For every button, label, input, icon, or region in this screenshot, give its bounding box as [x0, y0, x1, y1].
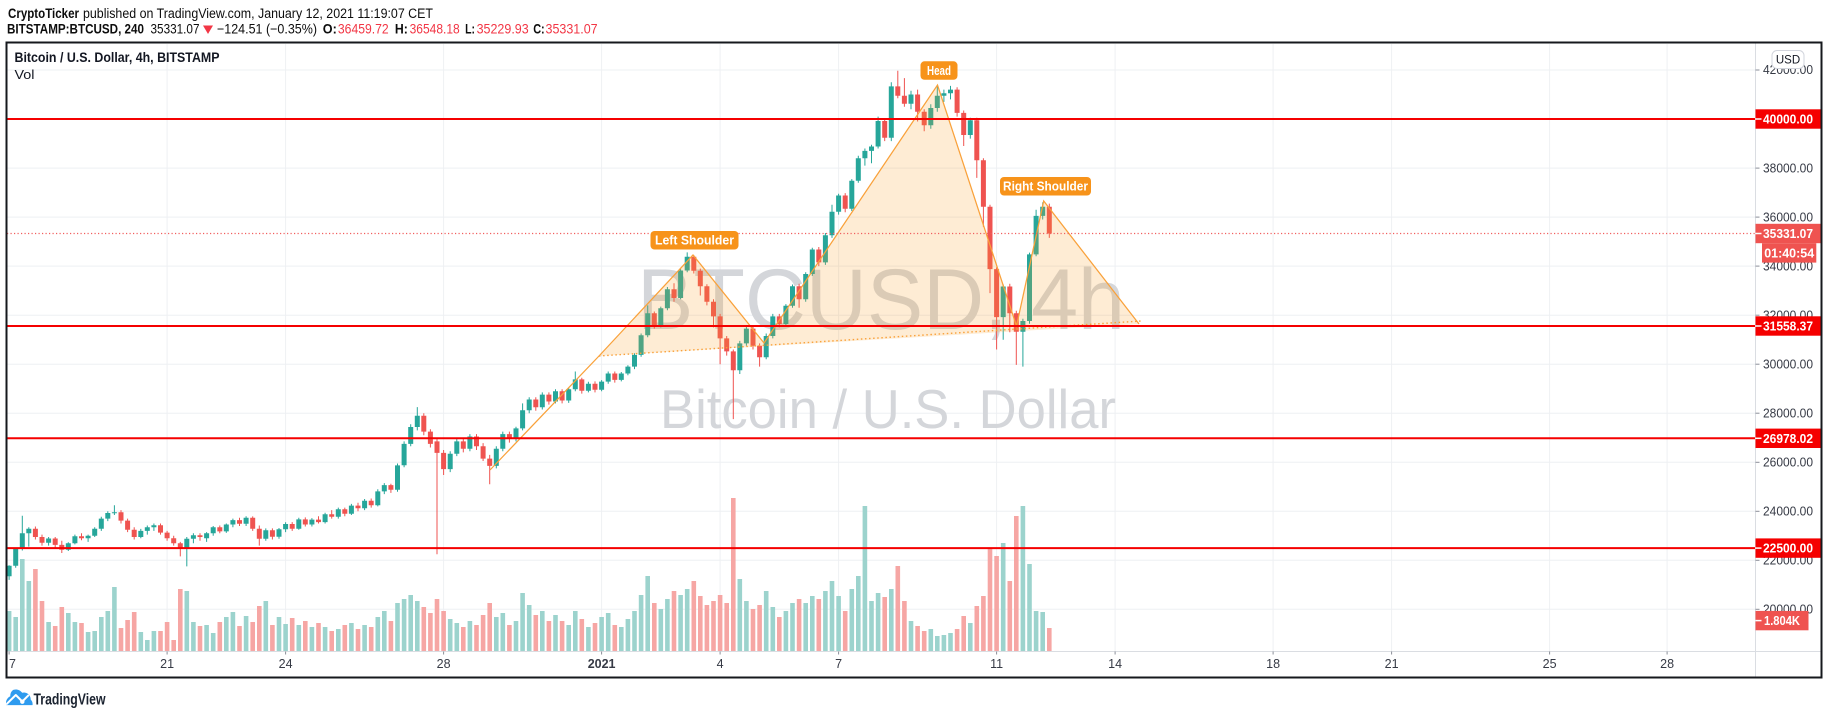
svg-text:Head: Head — [927, 63, 951, 78]
svg-text:21: 21 — [1385, 657, 1399, 671]
svg-text:30000.00: 30000.00 — [1763, 357, 1813, 371]
svg-text:USD: USD — [1776, 55, 1800, 67]
svg-text:28: 28 — [437, 657, 451, 671]
svg-text:31558.37: 31558.37 — [1763, 320, 1813, 334]
svg-text:TradingView: TradingView — [34, 692, 107, 709]
svg-text:35331.07: 35331.07 — [151, 22, 200, 37]
svg-text:35229.93: 35229.93 — [477, 22, 529, 37]
svg-text:36459.72: 36459.72 — [338, 22, 389, 37]
svg-text:H:: H: — [395, 22, 408, 37]
svg-text:O:: O: — [323, 22, 337, 37]
svg-text:C:: C: — [533, 22, 545, 37]
svg-text:published on TradingView.com,: published on TradingView.com, January 12… — [83, 6, 433, 21]
svg-text:24000.00: 24000.00 — [1763, 505, 1813, 519]
svg-text:11: 11 — [990, 657, 1003, 671]
svg-text:7: 7 — [835, 657, 842, 671]
svg-text:36000.00: 36000.00 — [1763, 210, 1813, 224]
svg-text:14: 14 — [1108, 657, 1122, 671]
svg-text:Left Shoulder: Left Shoulder — [655, 233, 734, 248]
svg-text:−124.51 (−0.35%): −124.51 (−0.35%) — [217, 22, 317, 37]
svg-text:4: 4 — [717, 657, 724, 671]
svg-text:18: 18 — [1266, 657, 1280, 671]
svg-text:35331.07: 35331.07 — [1763, 227, 1813, 241]
svg-text:2021: 2021 — [588, 657, 616, 671]
svg-text:L:: L: — [465, 22, 475, 37]
svg-text:1.804K: 1.804K — [1764, 614, 1800, 628]
svg-text:40000.00: 40000.00 — [1763, 113, 1813, 127]
svg-text:7: 7 — [9, 657, 16, 671]
svg-text:Right Shoulder: Right Shoulder — [1003, 179, 1088, 194]
svg-text:26000.00: 26000.00 — [1763, 456, 1813, 470]
svg-text:28: 28 — [1660, 657, 1674, 671]
svg-text:36548.18: 36548.18 — [410, 22, 460, 37]
svg-text:Vol: Vol — [15, 68, 35, 82]
svg-text:35331.07: 35331.07 — [546, 22, 598, 37]
svg-text:34000.00: 34000.00 — [1763, 259, 1813, 273]
svg-text:22500.00: 22500.00 — [1763, 542, 1813, 556]
svg-text:CryptoTicker: CryptoTicker — [8, 6, 80, 21]
svg-text:25: 25 — [1543, 657, 1557, 671]
svg-text:28000.00: 28000.00 — [1763, 406, 1813, 420]
svg-text:Bitcoin / U.S. Dollar: Bitcoin / U.S. Dollar — [660, 378, 1116, 440]
svg-text:BITSTAMP:BTCUSD, 240: BITSTAMP:BTCUSD, 240 — [7, 22, 144, 37]
svg-text:21: 21 — [160, 657, 174, 671]
svg-text:24: 24 — [279, 657, 293, 671]
svg-text:38000.00: 38000.00 — [1763, 161, 1813, 175]
svg-text:26978.02: 26978.02 — [1763, 432, 1813, 446]
svg-text:01:40:54: 01:40:54 — [1764, 246, 1814, 260]
svg-text:Bitcoin / U.S. Dollar, 4h, BIT: Bitcoin / U.S. Dollar, 4h, BITSTAMP — [15, 50, 220, 65]
